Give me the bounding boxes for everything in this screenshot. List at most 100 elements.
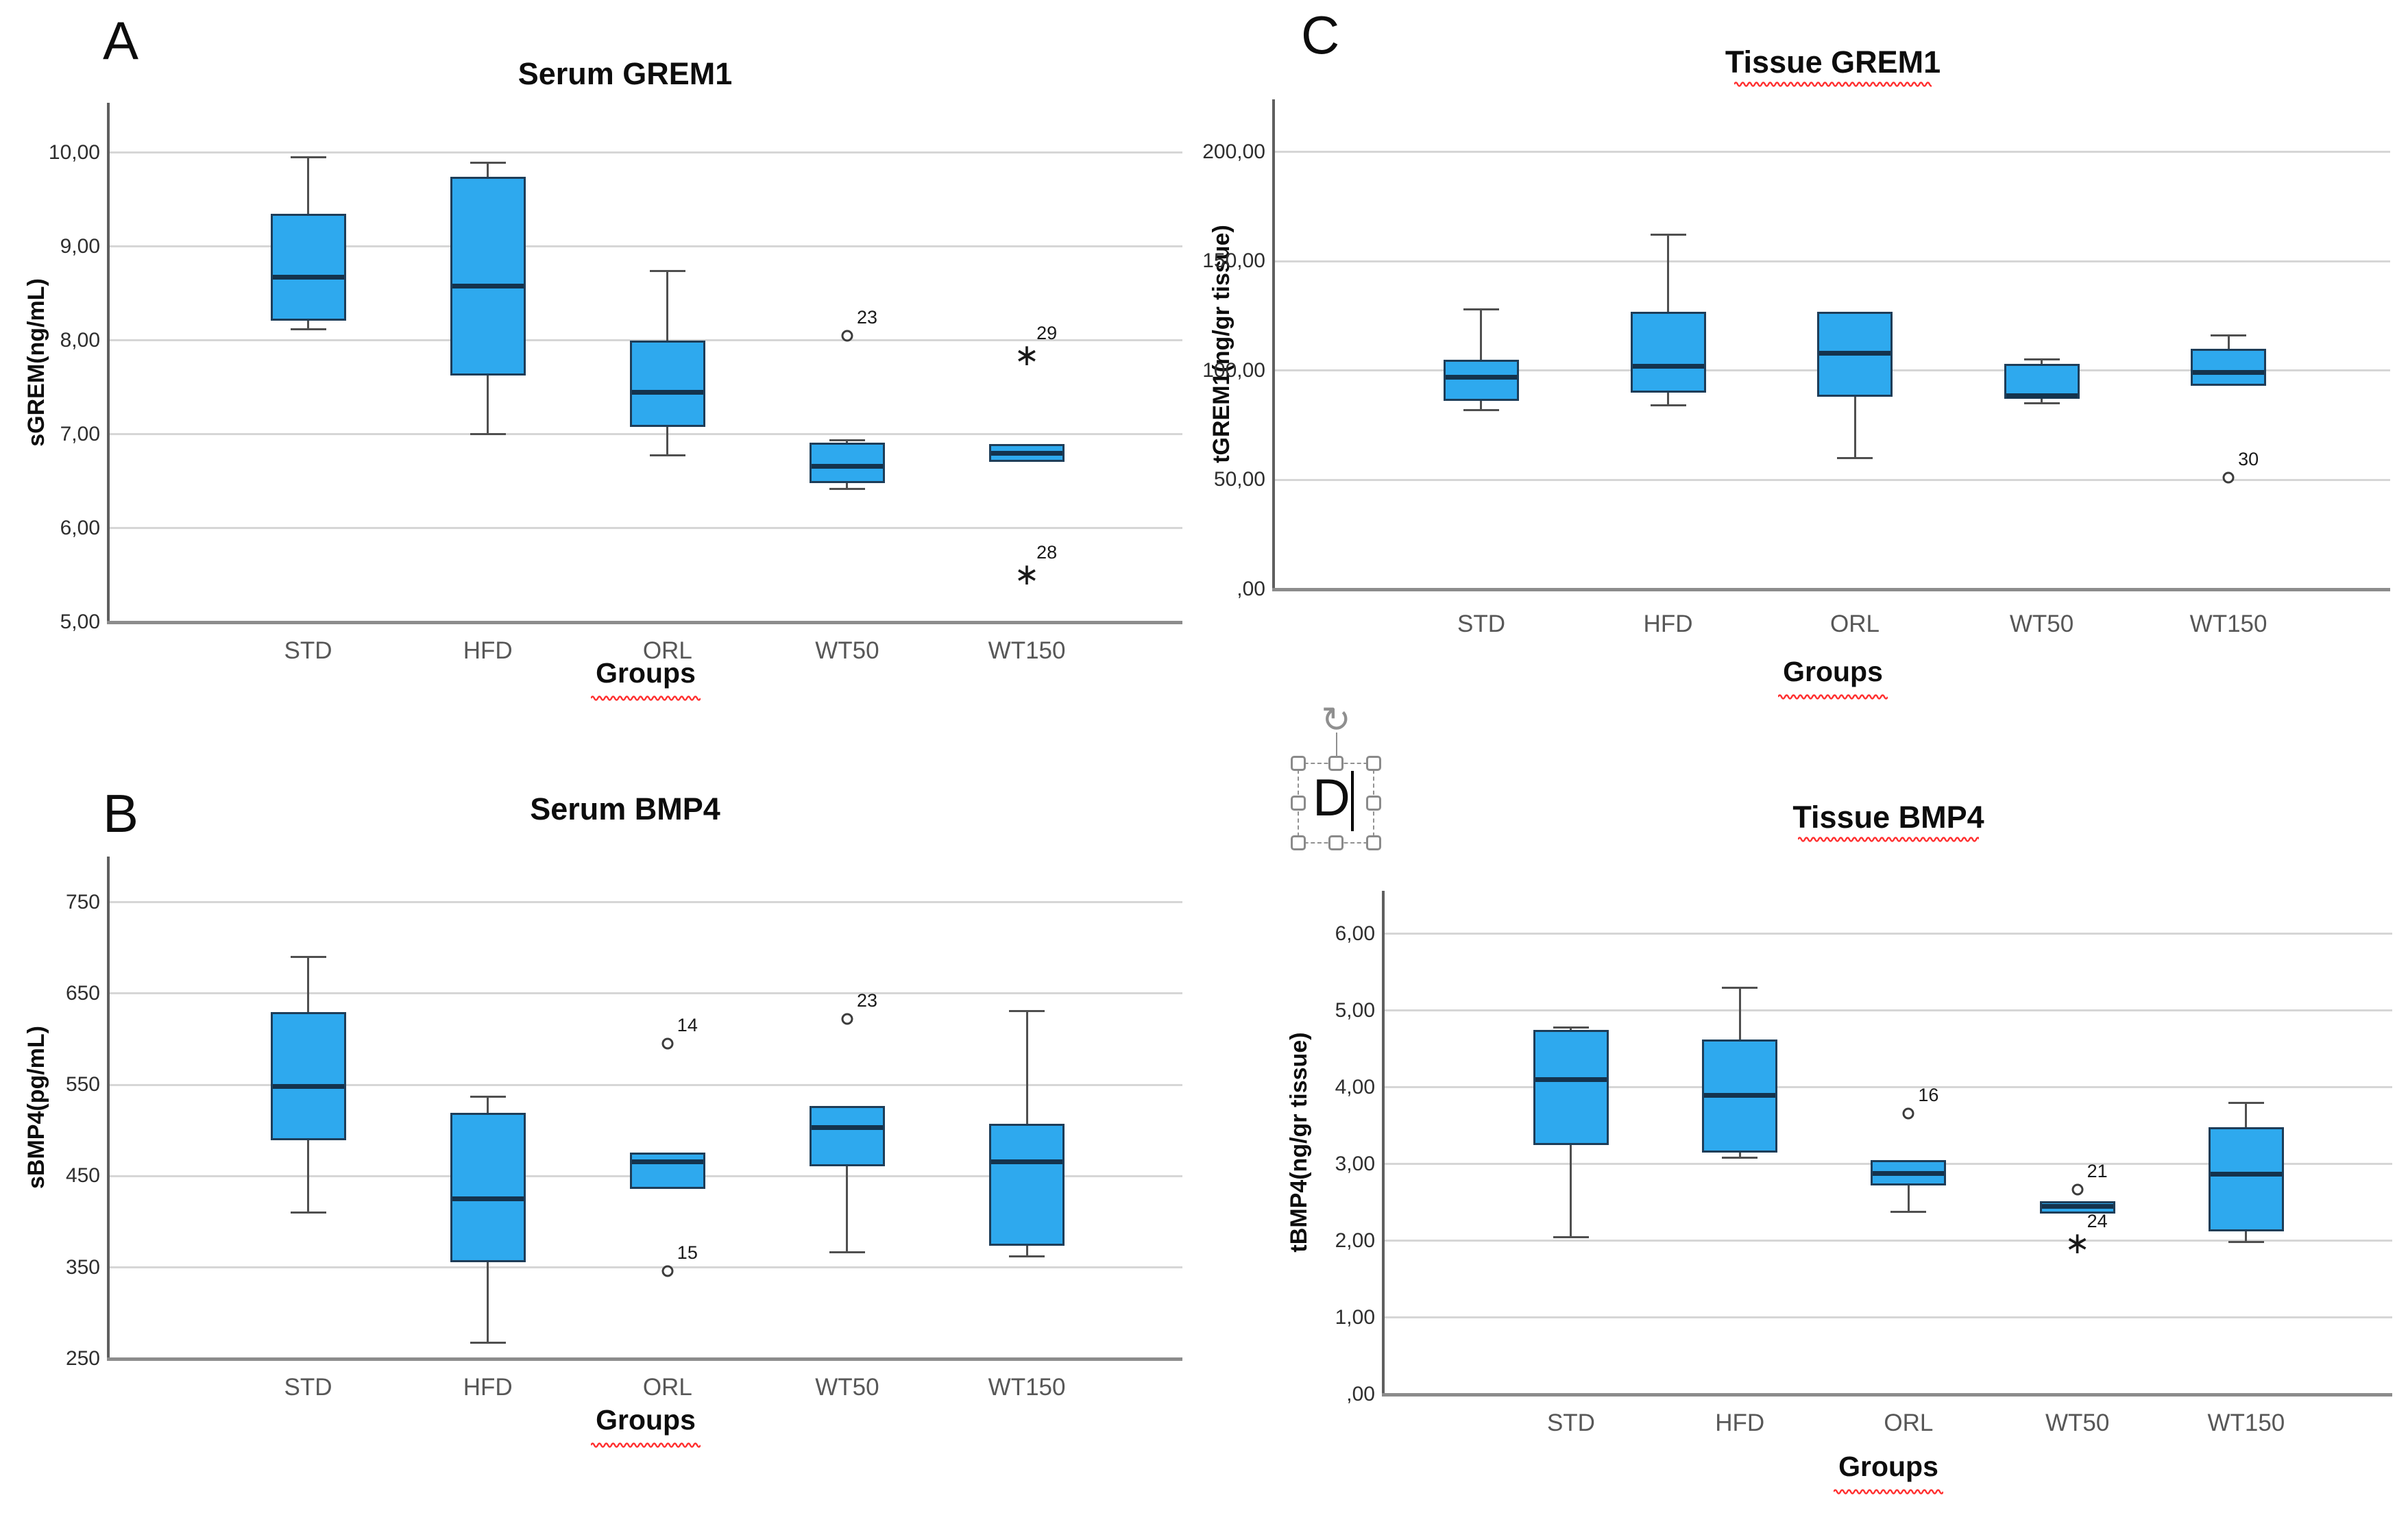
lower-whisker — [1907, 1185, 1910, 1212]
lower-whisker-cap — [2023, 402, 2060, 405]
y-tick-label: 5,00 — [1335, 998, 1375, 1022]
median-line — [1632, 363, 1704, 369]
lower-whisker-cap — [1463, 408, 1499, 411]
category-label-WT150: WT150 — [2189, 611, 2267, 637]
panel-label-b: B — [103, 783, 139, 844]
y-tick-label: 5,00 — [60, 611, 100, 633]
upper-whisker — [1480, 309, 1483, 360]
outlier-case-label: 29 — [1036, 323, 1058, 344]
outlier-case-label: 30 — [2238, 449, 2259, 470]
boxplot-box-C-WT150 — [2191, 348, 2267, 386]
spellcheck-squiggle-groups — [1778, 694, 1888, 700]
outlier-case-label: 24 — [2087, 1210, 2108, 1231]
gridline-B-650 — [110, 992, 1182, 995]
lower-whisker-cap — [1722, 1157, 1758, 1159]
x-axis-label-d: Groups — [1838, 1451, 1938, 1482]
median-line — [272, 1084, 344, 1090]
gridline-C-200,00 — [1275, 151, 2390, 153]
category-label-WT50: WT50 — [2045, 1410, 2110, 1436]
lower-whisker — [487, 1262, 489, 1342]
selection-handle-se[interactable] — [1366, 835, 1381, 850]
median-line — [631, 1159, 703, 1164]
gridline-C-50,00 — [1275, 478, 2390, 481]
outlier-circle-marker — [1902, 1107, 1914, 1120]
lower-whisker-cap — [470, 1341, 506, 1344]
lower-whisker-cap — [829, 1251, 865, 1253]
textbox-selection[interactable]: ↻ D — [1291, 702, 1381, 850]
median-line — [2210, 1171, 2282, 1177]
boxplot-box-C-STD — [1443, 359, 1519, 402]
y-tick-label: 4,00 — [1335, 1075, 1375, 1098]
x-axis-line-A — [107, 621, 1182, 624]
chart-title-serum-grem1: Serum GREM1 — [518, 56, 733, 91]
median-line — [2041, 1203, 2113, 1209]
boxplot-box-A-ORL — [629, 340, 705, 427]
median-line — [811, 463, 883, 469]
y-tick-label: 7,00 — [60, 422, 100, 445]
category-label-HFD: HFD — [463, 1374, 513, 1401]
y-tick-label: 200,00 — [1202, 140, 1265, 163]
lower-whisker — [846, 483, 849, 489]
upper-whisker-cap — [290, 956, 326, 959]
upper-whisker-cap — [470, 162, 506, 164]
lower-whisker-cap — [1009, 1255, 1045, 1258]
lower-whisker — [1025, 1245, 1028, 1257]
upper-whisker-cap — [1722, 986, 1758, 989]
median-line — [2006, 393, 2078, 398]
gridline-B-550 — [110, 1083, 1182, 1086]
y-tick-label: 750 — [65, 890, 100, 913]
upper-whisker-cap — [470, 1096, 506, 1098]
lower-whisker-cap — [1650, 404, 1686, 407]
gridline-C-150,00 — [1275, 260, 2390, 262]
median-line — [1445, 374, 1517, 380]
upper-whisker — [307, 957, 310, 1012]
boxplot-box-A-HFD — [450, 177, 526, 376]
lower-whisker-cap — [1890, 1210, 1927, 1213]
upper-whisker — [487, 1096, 489, 1114]
y-tick-label: 2,00 — [1335, 1229, 1375, 1252]
gridline-B-750 — [110, 901, 1182, 904]
category-label-STD: STD — [1546, 1410, 1595, 1436]
category-label-ORL: ORL — [642, 637, 692, 664]
selection-handle-w[interactable] — [1291, 796, 1306, 811]
outlier-case-label: 14 — [677, 1015, 698, 1036]
y-tick-label: 6,00 — [1335, 922, 1375, 945]
upper-whisker-cap — [1463, 308, 1499, 310]
rotate-handle-icon[interactable]: ↻ — [1321, 700, 1351, 740]
upper-whisker — [2041, 359, 2043, 365]
lower-whisker-cap — [290, 1211, 326, 1214]
category-label-WT150: WT150 — [988, 1374, 1066, 1401]
upper-whisker-cap — [2023, 358, 2060, 361]
y-tick-label: 650 — [65, 981, 100, 1005]
y-axis-label-a: sGREM(ng/mL) — [23, 278, 49, 447]
lower-whisker — [1738, 1153, 1741, 1158]
selection-handle-e[interactable] — [1366, 796, 1381, 811]
category-label-HFD: HFD — [1715, 1410, 1765, 1436]
selection-handle-ne[interactable] — [1366, 756, 1381, 771]
upper-whisker — [1738, 987, 1741, 1040]
gridline-D-4,00 — [1385, 1086, 2392, 1089]
category-label-WT150: WT150 — [2207, 1410, 2285, 1436]
upper-whisker-cap — [2211, 334, 2247, 337]
gridline-A-6,00 — [110, 527, 1182, 530]
lower-whisker-cap — [470, 433, 506, 436]
outlier-case-label: 21 — [2087, 1160, 2108, 1181]
selection-handle-sw[interactable] — [1291, 835, 1306, 850]
rotate-handle-stem — [1336, 733, 1337, 757]
spellcheck-squiggle-groups — [591, 1442, 701, 1448]
x-axis-label-a: Groups — [596, 657, 696, 689]
gridline-D-6,00 — [1385, 933, 2392, 935]
lower-whisker — [2245, 1231, 2248, 1242]
boxplot-box-B-WT50 — [809, 1105, 885, 1166]
selection-handle-s[interactable] — [1328, 835, 1343, 850]
lower-whisker — [666, 426, 669, 455]
panel-label-a: A — [103, 10, 139, 71]
upper-whisker — [487, 162, 489, 177]
chart-title-tissue-bmp4: Tissue BMP4 — [1792, 800, 1984, 835]
y-tick-label: 50,00 — [1213, 468, 1265, 491]
category-label-HFD: HFD — [463, 637, 513, 664]
y-axis-label-b: sBMP4(pg/mL) — [23, 1026, 49, 1189]
upper-whisker — [2227, 335, 2230, 349]
selection-handle-nw[interactable] — [1291, 756, 1306, 771]
y-axis-line-D — [1382, 891, 1385, 1394]
